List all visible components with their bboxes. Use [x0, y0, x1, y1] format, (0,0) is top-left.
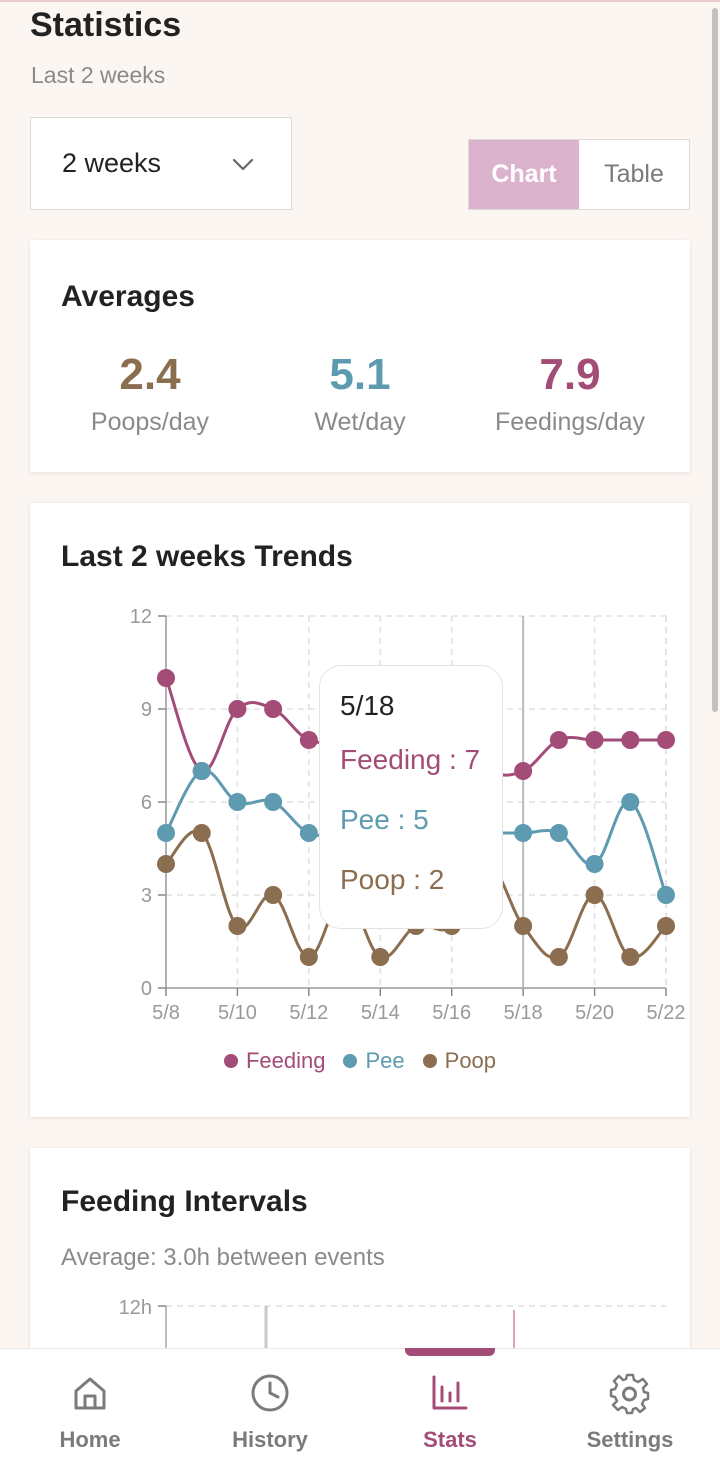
y-tick-label: 12 [130, 606, 152, 628]
nav-settings[interactable]: Settings [540, 1349, 720, 1468]
pee-point [299, 824, 318, 842]
pee-point [621, 793, 640, 811]
feeding-point [228, 700, 247, 718]
page-subtitle: Last 2 weeks [31, 62, 166, 88]
avg-wet-value: 5.1 [329, 350, 391, 399]
avg-feedings: 7.9 Feedings/day [460, 350, 680, 437]
x-tick-label: 5/20 [575, 1002, 614, 1024]
top-divider [0, 0, 720, 2]
pee-point [514, 824, 533, 842]
x-tick-label: 5/18 [504, 1002, 543, 1024]
intervals-title: Feeding Intervals [61, 1185, 308, 1218]
x-tick-label: 5/16 [432, 1002, 471, 1024]
pee-point [228, 793, 247, 811]
legend-poop[interactable]: Poop [422, 1048, 497, 1074]
gear-icon [609, 1373, 650, 1415]
poop-point [228, 917, 247, 935]
avg-feedings-label: Feedings/day [494, 408, 646, 436]
y-tick-label: 6 [141, 792, 152, 814]
legend-poop-dot [422, 1054, 437, 1068]
nav-home[interactable]: Home [0, 1349, 180, 1468]
avg-feedings-value: 7.9 [539, 350, 601, 399]
avg-poops: 2.4 Poops/day [40, 350, 260, 437]
avg-poops-value: 2.4 [119, 350, 181, 399]
range-dropdown-value: 2 weeks [62, 148, 162, 178]
poop-point [299, 948, 318, 966]
clock-icon [251, 1374, 289, 1412]
tooltip-date: 5/18 [340, 690, 395, 721]
feeding-point [264, 700, 283, 718]
feeding-point [621, 731, 640, 749]
poop-point [585, 886, 604, 904]
poop-point [371, 948, 390, 966]
legend-feeding[interactable]: Feeding [223, 1048, 326, 1074]
pee-point [157, 824, 175, 842]
poop-point [264, 886, 283, 904]
legend-pee-label: Pee [365, 1048, 405, 1073]
x-tick-label: 5/8 [152, 1002, 180, 1024]
legend-pee[interactable]: Pee [343, 1048, 405, 1074]
feeding-point [549, 731, 568, 749]
pee-point [192, 762, 211, 780]
tooltip-poop: Poop : 2 [340, 864, 445, 895]
y-tick-label: 0 [141, 978, 152, 1000]
avg-wet-label: Wet/day [314, 408, 406, 436]
averages-card: Averages 2.4 Poops/day 5.1 Wet/day 7.9 F… [30, 240, 690, 472]
x-tick-label: 5/12 [289, 1002, 328, 1024]
table-toggle-button[interactable]: Table [604, 160, 664, 188]
intervals-subtitle: Average: 3.0h between events [61, 1244, 385, 1271]
poop-point [157, 855, 175, 873]
nav-active-indicator [405, 1348, 495, 1356]
legend-poop-label: Poop [444, 1048, 497, 1073]
tooltip-pee: Pee : 5 [340, 804, 429, 835]
y-tick-label: 9 [141, 699, 152, 721]
pee-point [264, 793, 283, 811]
chart-tooltip: 5/18 Feeding : 7 Pee : 5 Poop : 2 [319, 665, 503, 929]
poop-point [621, 948, 640, 966]
feeding-point [657, 731, 675, 749]
nav-settings-label: Settings [586, 1427, 674, 1452]
legend-feeding-label: Feeding [245, 1048, 326, 1073]
avg-poops-label: Poops/day [90, 408, 210, 436]
averages-title: Averages [61, 280, 195, 313]
nav-home-label: Home [59, 1427, 121, 1452]
pee-point [657, 886, 675, 904]
pee-point [549, 824, 568, 842]
nav-stats-label: Stats [423, 1427, 477, 1452]
view-toggle: Chart Table [468, 139, 690, 210]
poop-point [657, 917, 675, 935]
bottom-nav: Home History Stats Settings [0, 1348, 720, 1468]
nav-history[interactable]: History [180, 1349, 360, 1468]
page-title: Statistics [30, 6, 182, 44]
poop-point [549, 948, 568, 966]
home-icon [74, 1377, 106, 1410]
intervals-y-tick-label: 12h [119, 1297, 152, 1319]
feeding-point [585, 731, 604, 749]
feeding-point [157, 669, 175, 687]
y-tick-label: 3 [141, 885, 152, 907]
trends-card: Last 2 weeks Trends 0 3 6 9 12 5/8 5/10 5/12 5/1… [30, 503, 690, 1117]
chart-legend: Feeding Pee Poop [30, 1048, 690, 1074]
pee-point [585, 855, 604, 873]
legend-pee-dot [343, 1054, 358, 1068]
poop-point [192, 824, 211, 842]
nav-stats[interactable]: Stats [360, 1348, 540, 1468]
x-tick-label: 5/22 [647, 1002, 686, 1024]
range-dropdown[interactable]: 2 weeks [30, 117, 292, 210]
tooltip-feeding: Feeding : 7 [340, 744, 481, 775]
bar-chart-icon [432, 1375, 468, 1410]
x-tick-label: 5/14 [361, 1002, 400, 1024]
chevron-down-icon [232, 158, 254, 171]
scrollbar[interactable] [712, 8, 718, 712]
feeding-point [514, 762, 533, 780]
nav-history-label: History [232, 1427, 308, 1452]
avg-wet: 5.1 Wet/day [250, 350, 470, 437]
legend-feeding-dot [223, 1054, 238, 1068]
chart-toggle-button[interactable]: Chart [469, 140, 579, 209]
feeding-point [299, 731, 318, 749]
trends-title: Last 2 weeks Trends [61, 540, 353, 573]
poop-point [514, 917, 533, 935]
x-tick-label: 5/10 [218, 1002, 257, 1024]
